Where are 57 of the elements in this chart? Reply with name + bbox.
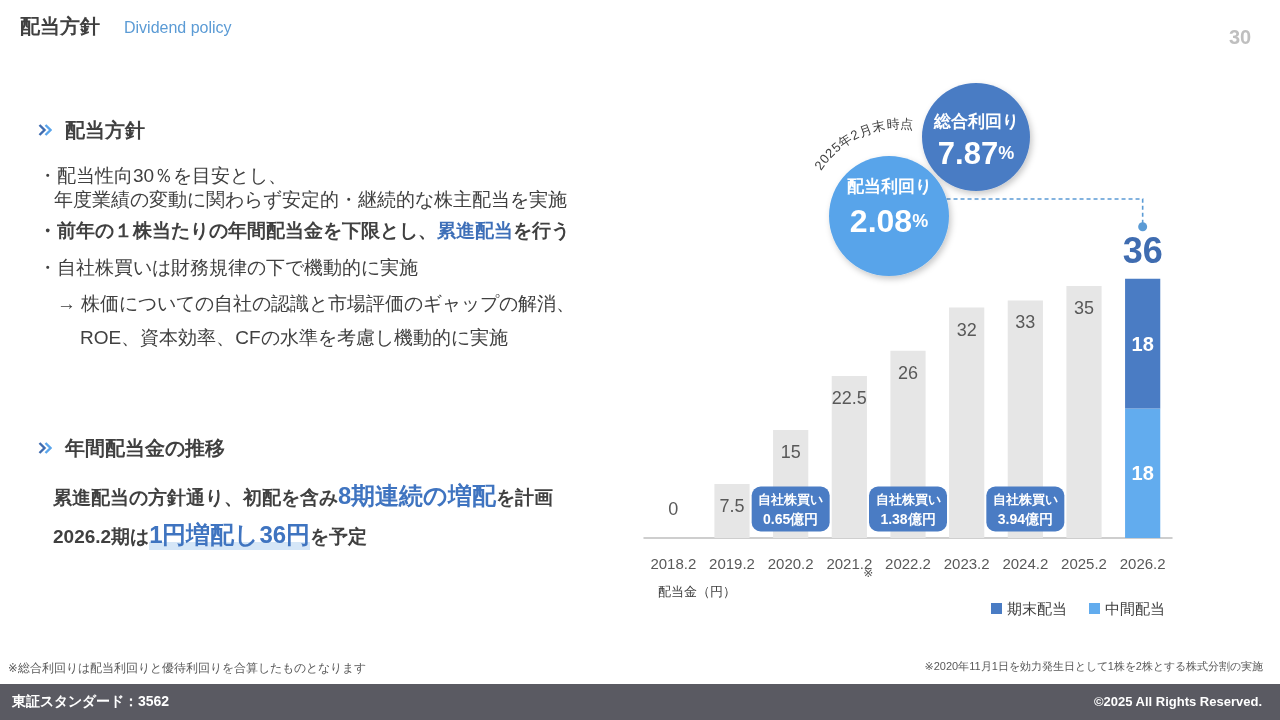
legend-label: 中間配当: [1105, 600, 1165, 617]
text: 総合利回り: [932, 111, 1019, 131]
annotation: 自社株買い 1.38億円: [875, 492, 941, 527]
text: 7.87%: [937, 135, 1015, 171]
text: ※総合利回りは配当利回りと優待利回りを合算したものとなります: [8, 660, 366, 676]
text: Dividend policy: [124, 17, 232, 38]
x-tick-label: 2025.2: [1061, 555, 1107, 572]
bar: [831, 376, 867, 538]
x-tick-label: 2022.2: [885, 555, 931, 572]
data-label: 33: [1015, 312, 1036, 333]
x-tick-label: 2019.2: [709, 555, 755, 572]
data-label: 0: [668, 499, 679, 519]
total-label: 36: [1122, 230, 1163, 272]
bar: [1066, 286, 1102, 538]
text: を行う: [513, 219, 570, 243]
text: ©2025 All Rights Reserved.: [1093, 693, 1262, 711]
text: を計画: [496, 487, 554, 510]
text: 2026.2期は: [53, 525, 150, 549]
text: 累進配当: [437, 219, 513, 243]
text: 2.08%: [849, 203, 929, 239]
bar: [949, 307, 985, 538]
text: 配当方針: [65, 117, 145, 143]
bar: [1125, 278, 1161, 409]
data-label: 15: [780, 442, 801, 462]
text: ROE、資本効率、CFの水準を考慮し機動的に実施: [80, 326, 508, 350]
bar: [1125, 408, 1161, 538]
text: 配当金（円）: [658, 583, 736, 601]
x-tick-label: 2020.2: [767, 555, 814, 572]
text: 8期連続の増配: [338, 481, 497, 511]
x-tick-label: 2023.2: [943, 555, 990, 572]
text: 年度業績の変動に関わらず安定的・継続的な株主配当を実施: [54, 188, 567, 212]
data-label: 32: [956, 319, 977, 340]
text: ・自社株買いは財務規律の下で機動的に実施: [38, 256, 418, 280]
data-label: 26: [897, 362, 919, 383]
text: 東証スタンダード：3562: [12, 693, 170, 711]
text: 年間配当金の推移: [65, 435, 225, 461]
data-label: 35: [1073, 298, 1095, 318]
data-label: 18: [1131, 462, 1154, 485]
data-label: 18: [1131, 332, 1154, 355]
text: 累進配当の方針通り、初配を含み: [53, 486, 338, 510]
text: 配当方針: [20, 13, 100, 39]
annotation: 自社株買い 0.65億円: [758, 492, 824, 527]
x-tick-label: 2018.2: [650, 555, 697, 572]
text: を予定: [310, 525, 368, 549]
text: → 株価についての自社の認識と市場評価のギャップの解消、: [57, 292, 576, 316]
annotation: 自社株買い 3.94億円: [992, 492, 1058, 527]
text: ※2020年11月1日を効力発生日として1株を2株とする株式分割の実施: [924, 660, 1263, 674]
text: ・配当性向30％を目安とし、: [38, 164, 288, 188]
text: 配当利回り: [846, 176, 932, 196]
x-tick-label: 2024.2: [1002, 555, 1049, 572]
x-tick-label: 2026.2: [1119, 555, 1166, 572]
data-label: 22.5: [831, 388, 867, 408]
data-label: 7.5: [719, 496, 745, 516]
text: ・前年の１株当たりの年間配当金を下限とし、: [38, 219, 437, 243]
text: 30: [1229, 24, 1252, 50]
text: 1円増配し36円: [149, 521, 311, 548]
legend-label: 期末配当: [1007, 600, 1067, 617]
